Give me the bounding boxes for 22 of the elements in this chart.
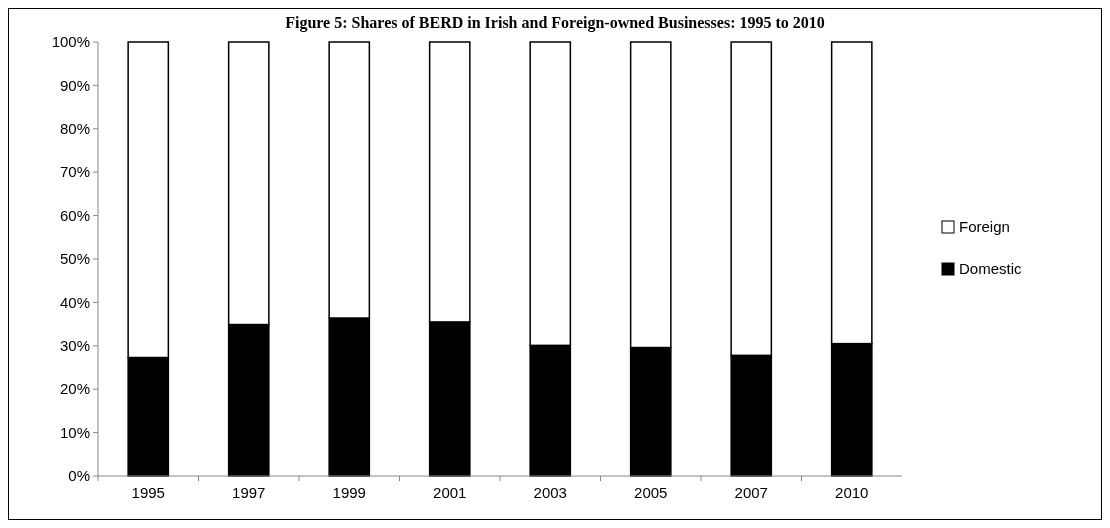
- x-tick-label: 1999: [332, 484, 366, 501]
- y-tick-label: 50%: [59, 250, 90, 268]
- y-tick-label: 90%: [59, 76, 90, 94]
- y-tick-label: 20%: [59, 380, 90, 398]
- y-tick-label: 100%: [51, 33, 90, 51]
- y-tick-label: 70%: [59, 163, 90, 181]
- x-tick-label: 2005: [634, 484, 668, 501]
- y-tick-label: 0%: [68, 467, 90, 485]
- x-tick-label: 2007: [734, 484, 768, 501]
- x-tick-label: 2001: [433, 484, 467, 501]
- legend-label: Foreign: [959, 218, 1010, 236]
- x-tick-label: 1997: [232, 484, 266, 501]
- y-tick-label: 30%: [59, 337, 90, 355]
- y-tick-label: 40%: [59, 293, 90, 311]
- chart-title: Figure 5: Shares of BERD in Irish and Foreign-owned Businesses: 1995 to 2010: [285, 14, 825, 32]
- x-tick-label: 2010: [835, 484, 869, 501]
- x-tick-label: 1995: [131, 484, 165, 501]
- y-tick-label: 10%: [59, 423, 90, 441]
- y-tick-label: 60%: [59, 206, 90, 224]
- y-tick-label: 80%: [59, 120, 90, 138]
- legend-label: Domestic: [959, 260, 1023, 278]
- x-tick-label: 2003: [533, 484, 567, 501]
